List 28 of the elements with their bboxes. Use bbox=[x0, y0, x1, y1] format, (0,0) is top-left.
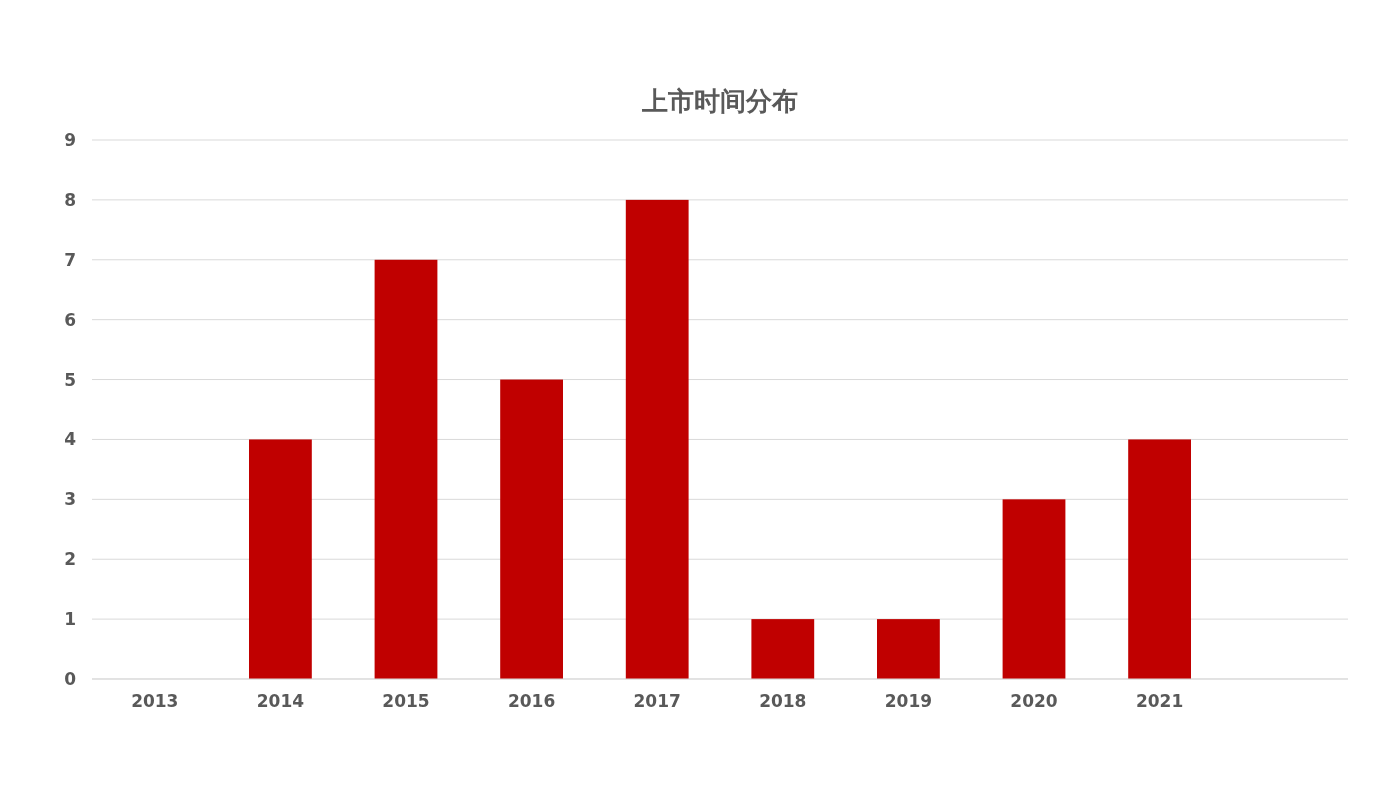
x-tick-label: 2019 bbox=[884, 691, 933, 711]
bar bbox=[1128, 439, 1191, 679]
x-tick-label: 2013 bbox=[131, 691, 179, 711]
bar bbox=[500, 379, 563, 679]
bar bbox=[374, 259, 438, 679]
y-tick-label: 0 bbox=[64, 669, 77, 689]
y-tick-label: 9 bbox=[64, 130, 76, 150]
bar bbox=[249, 439, 312, 679]
x-tick-label: 2015 bbox=[382, 691, 430, 711]
y-tick-label: 7 bbox=[64, 249, 76, 270]
y-tick-label: 4 bbox=[64, 429, 77, 450]
x-tick-label: 2017 bbox=[633, 691, 681, 711]
y-tick-label: 8 bbox=[64, 189, 76, 210]
x-tick-label: 2016 bbox=[507, 691, 556, 711]
y-tick-label: 2 bbox=[64, 549, 76, 570]
bar bbox=[751, 619, 815, 679]
x-tick-label: 2021 bbox=[1135, 691, 1184, 711]
bar bbox=[1002, 499, 1066, 679]
x-tick-label: 2020 bbox=[1010, 691, 1058, 711]
chart-title: 上市时间分布 bbox=[641, 86, 798, 116]
x-tick-label: 2014 bbox=[256, 691, 305, 711]
bar bbox=[625, 199, 689, 679]
y-tick-label: 5 bbox=[64, 369, 76, 390]
y-tick-label: 3 bbox=[64, 489, 76, 510]
y-tick-label: 1 bbox=[64, 609, 76, 630]
bar bbox=[877, 619, 940, 679]
x-tick-label: 2018 bbox=[759, 691, 807, 711]
y-tick-label: 6 bbox=[64, 309, 76, 330]
